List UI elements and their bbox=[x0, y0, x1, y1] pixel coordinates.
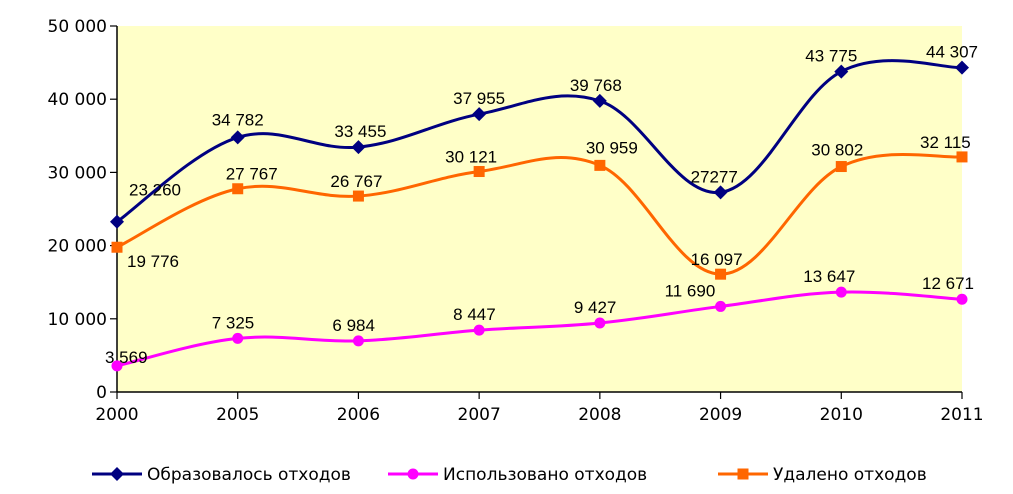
x-tick-label: 2011 bbox=[940, 405, 983, 425]
series-formed bbox=[110, 59, 969, 229]
data-point-removed bbox=[594, 159, 606, 171]
data-label-used: 7 325 bbox=[212, 313, 255, 332]
data-label-removed: 16 097 bbox=[691, 250, 743, 269]
data-point-formed bbox=[110, 214, 124, 229]
data-label-removed: 26 767 bbox=[330, 172, 382, 191]
data-point-used bbox=[111, 360, 123, 372]
legend-label: Образовалось отходов bbox=[147, 465, 351, 485]
legend: Образовалось отходов Использовано отходов… bbox=[92, 465, 927, 485]
legend-item-formed: Образовалось отходов bbox=[92, 465, 351, 485]
data-point-formed bbox=[592, 93, 607, 108]
data-point-used bbox=[232, 332, 244, 344]
data-point-formed bbox=[230, 130, 245, 145]
data-point-formed bbox=[351, 140, 366, 155]
data-label-formed: 33 455 bbox=[334, 122, 386, 141]
data-label-used: 12 671 bbox=[922, 274, 974, 293]
data-point-used bbox=[352, 335, 364, 347]
y-tick-label: 20 000 bbox=[48, 237, 107, 257]
y-tick-label: 50 000 bbox=[48, 17, 107, 37]
legend-item-used: Использовано отходов bbox=[388, 465, 647, 485]
legend-item-removed: Удалено отходов bbox=[718, 465, 927, 485]
series-used bbox=[111, 286, 968, 372]
legend-label: Использовано отходов bbox=[443, 465, 647, 485]
data-point-formed bbox=[834, 64, 849, 79]
data-label-removed: 30 121 bbox=[445, 148, 497, 167]
data-label-removed: 30 802 bbox=[811, 141, 863, 160]
data-point-used bbox=[473, 324, 485, 336]
legend-label: Удалено отходов bbox=[773, 465, 927, 485]
data-point-used bbox=[956, 293, 968, 305]
data-label-used: 3 569 bbox=[105, 348, 148, 367]
series-line-removed bbox=[116, 152, 963, 276]
data-point-removed bbox=[956, 151, 968, 163]
data-label-formed: 27277 bbox=[691, 167, 738, 186]
data-label-removed: 32 115 bbox=[920, 133, 971, 152]
data-label-removed: 27 767 bbox=[226, 165, 278, 184]
data-point-formed bbox=[955, 60, 969, 75]
data-label-removed: 30 959 bbox=[586, 138, 638, 157]
data-label-formed: 39 768 bbox=[570, 76, 622, 95]
series-line-used bbox=[116, 290, 963, 368]
data-label-formed: 43 775 bbox=[805, 47, 857, 66]
data-point-formed bbox=[713, 185, 728, 200]
x-tick-label: 2005 bbox=[216, 405, 259, 425]
x-tick-label: 2009 bbox=[699, 405, 742, 425]
data-point-removed bbox=[715, 268, 727, 280]
x-tick-label: 2006 bbox=[337, 405, 380, 425]
series-removed bbox=[111, 151, 968, 280]
data-point-formed bbox=[472, 107, 487, 122]
data-point-used bbox=[715, 300, 727, 312]
data-label-formed: 37 955 bbox=[453, 89, 505, 108]
legend-swatch-marker bbox=[407, 468, 419, 480]
data-label-used: 9 427 bbox=[574, 298, 617, 317]
x-tick-label: 2008 bbox=[578, 405, 621, 425]
x-tick-label: 2007 bbox=[458, 405, 501, 425]
y-tick-label: 40 000 bbox=[48, 90, 107, 110]
data-point-removed bbox=[111, 241, 123, 253]
data-label-formed: 34 782 bbox=[212, 110, 264, 129]
data-label-formed: 23 260 bbox=[129, 181, 181, 200]
data-label-used: 6 984 bbox=[332, 316, 375, 335]
data-label-formed: 44 307 bbox=[926, 43, 978, 62]
data-point-used bbox=[835, 286, 847, 298]
y-tick-label: 0 bbox=[96, 383, 107, 403]
legend-swatch-marker bbox=[737, 468, 749, 480]
x-tick-label: 2010 bbox=[820, 405, 863, 425]
legend-swatch-marker bbox=[110, 467, 124, 481]
data-point-removed bbox=[352, 190, 364, 202]
data-label-removed: 19 776 bbox=[127, 252, 179, 271]
data-point-removed bbox=[473, 166, 485, 178]
series-line-formed bbox=[116, 59, 963, 223]
x-tick-label: 2000 bbox=[95, 405, 138, 425]
data-label-used: 13 647 bbox=[803, 267, 855, 286]
y-tick-label: 10 000 bbox=[48, 310, 107, 330]
data-point-removed bbox=[835, 161, 847, 173]
data-point-used bbox=[594, 317, 606, 329]
data-label-used: 8 447 bbox=[453, 305, 496, 324]
data-label-used: 11 690 bbox=[665, 281, 716, 300]
y-tick-label: 30 000 bbox=[48, 163, 107, 183]
data-point-removed bbox=[232, 183, 244, 195]
